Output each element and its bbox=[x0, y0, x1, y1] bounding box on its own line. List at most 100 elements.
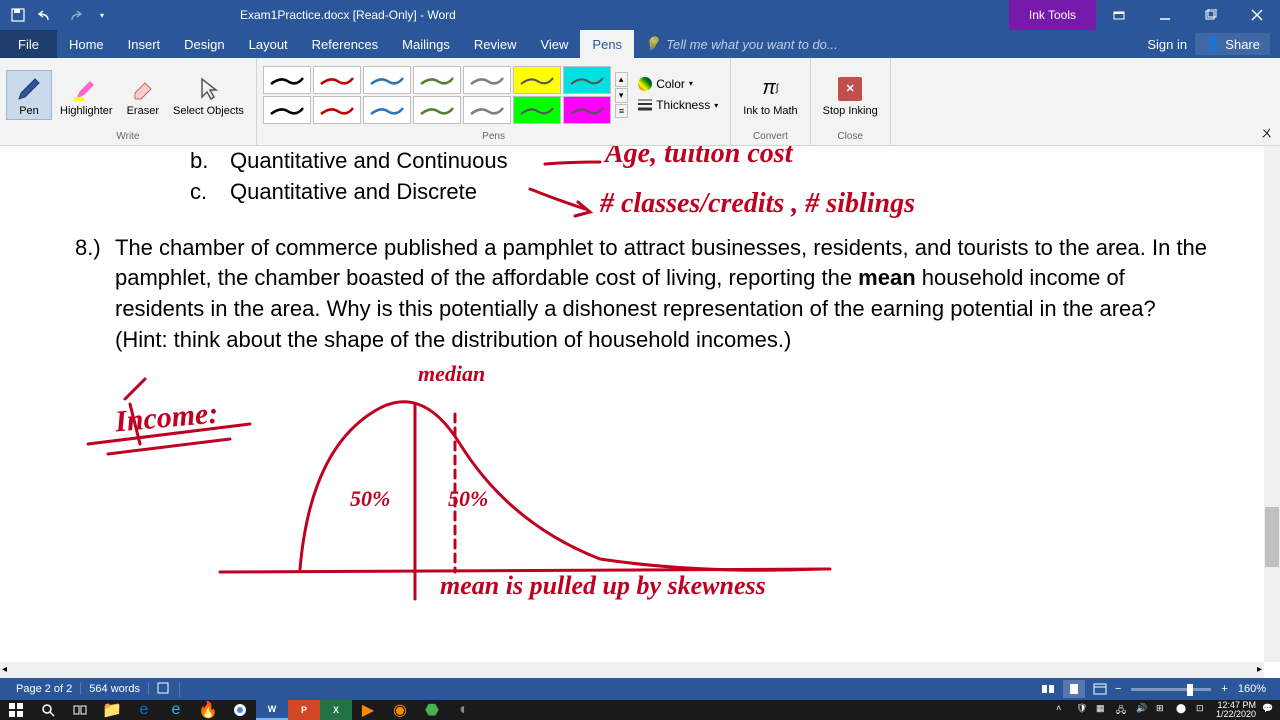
zoom-in-button[interactable]: + bbox=[1221, 683, 1227, 695]
qat-dropdown-icon[interactable]: ▾ bbox=[94, 7, 110, 23]
web-layout-icon[interactable] bbox=[1089, 680, 1111, 698]
save-icon[interactable] bbox=[10, 7, 26, 23]
ink-to-math-button[interactable]: π∫ Ink to Math bbox=[737, 71, 803, 119]
pen-button[interactable]: Pen bbox=[6, 70, 52, 120]
tray-icon[interactable]: ⊡ bbox=[1196, 703, 1210, 717]
tab-mailings[interactable]: Mailings bbox=[390, 30, 462, 58]
stop-inking-label: Stop Inking bbox=[823, 105, 878, 117]
tray-icon[interactable]: ⊞ bbox=[1156, 703, 1170, 717]
read-mode-icon[interactable] bbox=[1037, 680, 1059, 698]
pen-swatch[interactable] bbox=[463, 66, 511, 94]
scroll-left-icon[interactable]: ◂ bbox=[2, 664, 7, 675]
ink-tools-context-tab[interactable]: Ink Tools bbox=[1009, 0, 1096, 30]
tray-icon[interactable]: ⬤ bbox=[1176, 703, 1190, 717]
pen-swatch[interactable] bbox=[413, 66, 461, 94]
ie-icon[interactable]: e bbox=[160, 700, 192, 720]
color-dropdown[interactable]: Color ▾ bbox=[638, 77, 718, 91]
pen-swatch[interactable] bbox=[313, 96, 361, 124]
undo-icon[interactable] bbox=[38, 7, 54, 23]
share-button[interactable]: 👤 Share bbox=[1195, 33, 1270, 55]
powerpoint-icon[interactable]: P bbox=[288, 700, 320, 720]
eraser-label: Eraser bbox=[127, 105, 159, 117]
edge-icon[interactable]: e bbox=[128, 700, 160, 720]
scroll-right-icon[interactable]: ▸ bbox=[1257, 664, 1262, 675]
tray-icon[interactable]: ▦ bbox=[1096, 703, 1110, 717]
gallery-down-icon[interactable]: ▾ bbox=[615, 88, 628, 103]
tab-review[interactable]: Review bbox=[462, 30, 529, 58]
tab-home[interactable]: Home bbox=[57, 30, 116, 58]
scroll-thumb[interactable] bbox=[1265, 507, 1279, 567]
ribbon-display-icon[interactable] bbox=[1096, 0, 1142, 30]
security-icon[interactable]: 🛡 bbox=[1076, 703, 1090, 717]
print-layout-icon[interactable] bbox=[1063, 680, 1085, 698]
pen-swatch[interactable] bbox=[263, 96, 311, 124]
stop-inking-button[interactable]: ✕ Stop Inking bbox=[817, 71, 884, 119]
pen-swatch[interactable] bbox=[513, 96, 561, 124]
pen-swatch[interactable] bbox=[563, 66, 611, 94]
eraser-button[interactable]: Eraser bbox=[121, 71, 165, 119]
collapse-ribbon-icon[interactable]: ㄨ bbox=[1253, 121, 1280, 145]
app-icon[interactable]: ◉ bbox=[384, 700, 416, 720]
file-menu[interactable]: File bbox=[0, 30, 57, 58]
notifications-icon[interactable]: 💬 bbox=[1262, 703, 1276, 717]
gallery-more-icon[interactable]: ≡ bbox=[615, 104, 628, 118]
minimize-button[interactable] bbox=[1142, 0, 1188, 30]
network-icon[interactable]: 🖧 bbox=[1116, 703, 1130, 717]
pens-group-label: Pens bbox=[263, 130, 724, 143]
pen-swatch[interactable] bbox=[263, 66, 311, 94]
volume-icon[interactable]: 🔊 bbox=[1136, 703, 1150, 717]
select-objects-button[interactable]: Select Objects bbox=[167, 71, 250, 119]
zoom-thumb[interactable] bbox=[1187, 684, 1193, 696]
maximize-button[interactable] bbox=[1188, 0, 1234, 30]
word-icon[interactable]: W bbox=[256, 700, 288, 720]
tab-references[interactable]: References bbox=[300, 30, 390, 58]
clock[interactable]: 12:47 PM 1/22/2020 bbox=[1216, 701, 1256, 719]
chrome-icon[interactable] bbox=[224, 700, 256, 720]
pen-swatch[interactable] bbox=[313, 66, 361, 94]
task-view-icon[interactable] bbox=[64, 700, 96, 720]
dropdown-icon: ▾ bbox=[714, 101, 718, 110]
page-indicator[interactable]: Page 2 of 2 bbox=[8, 683, 81, 695]
zoom-out-button[interactable]: − bbox=[1115, 683, 1121, 695]
file-explorer-icon[interactable]: 📁 bbox=[96, 700, 128, 720]
tell-me-search[interactable]: 💡 Tell me what you want to do... bbox=[634, 36, 1147, 52]
app-icon[interactable]: ◐ bbox=[448, 700, 480, 720]
word-count[interactable]: 564 words bbox=[81, 683, 149, 695]
tray-up-icon[interactable]: ˄ bbox=[1056, 703, 1070, 717]
vertical-scrollbar[interactable] bbox=[1264, 146, 1280, 662]
tab-design[interactable]: Design bbox=[172, 30, 236, 58]
pen-swatch[interactable] bbox=[363, 66, 411, 94]
thickness-dropdown[interactable]: Thickness ▾ bbox=[638, 97, 718, 114]
share-label: Share bbox=[1225, 37, 1260, 52]
horizontal-scrollbar[interactable]: ◂ ▸ bbox=[0, 662, 1264, 678]
document-area[interactable]: b. Quantitative and Continuous c. Quanti… bbox=[0, 146, 1280, 682]
spell-check-icon[interactable] bbox=[149, 682, 180, 697]
pen-swatch[interactable] bbox=[513, 66, 561, 94]
app-icon[interactable]: ⬣ bbox=[416, 700, 448, 720]
firefox-icon[interactable]: 🔥 bbox=[192, 700, 224, 720]
q-text-bold: mean bbox=[858, 265, 915, 290]
excel-icon[interactable]: X bbox=[320, 700, 352, 720]
pen-swatch[interactable] bbox=[413, 96, 461, 124]
pen-swatch[interactable] bbox=[463, 96, 511, 124]
highlighter-button[interactable]: Highlighter bbox=[54, 71, 119, 119]
pen-swatch[interactable] bbox=[363, 96, 411, 124]
ink-to-math-icon: π∫ bbox=[754, 73, 786, 105]
convert-group-label: Convert bbox=[737, 130, 803, 143]
close-button[interactable] bbox=[1234, 0, 1280, 30]
tab-insert[interactable]: Insert bbox=[116, 30, 173, 58]
redo-icon[interactable] bbox=[66, 7, 82, 23]
start-button[interactable] bbox=[0, 700, 32, 720]
tab-layout[interactable]: Layout bbox=[237, 30, 300, 58]
search-icon[interactable] bbox=[32, 700, 64, 720]
list-marker: b. bbox=[190, 146, 230, 177]
tab-pens[interactable]: Pens bbox=[580, 30, 634, 58]
tab-view[interactable]: View bbox=[528, 30, 580, 58]
gallery-up-icon[interactable]: ▴ bbox=[615, 72, 628, 87]
vlc-icon[interactable]: ▶ bbox=[352, 700, 384, 720]
zoom-slider[interactable] bbox=[1131, 688, 1211, 691]
list-text: Quantitative and Continuous bbox=[230, 146, 508, 177]
sign-in-link[interactable]: Sign in bbox=[1147, 37, 1187, 52]
zoom-level[interactable]: 160% bbox=[1232, 683, 1272, 695]
pen-swatch[interactable] bbox=[563, 96, 611, 124]
